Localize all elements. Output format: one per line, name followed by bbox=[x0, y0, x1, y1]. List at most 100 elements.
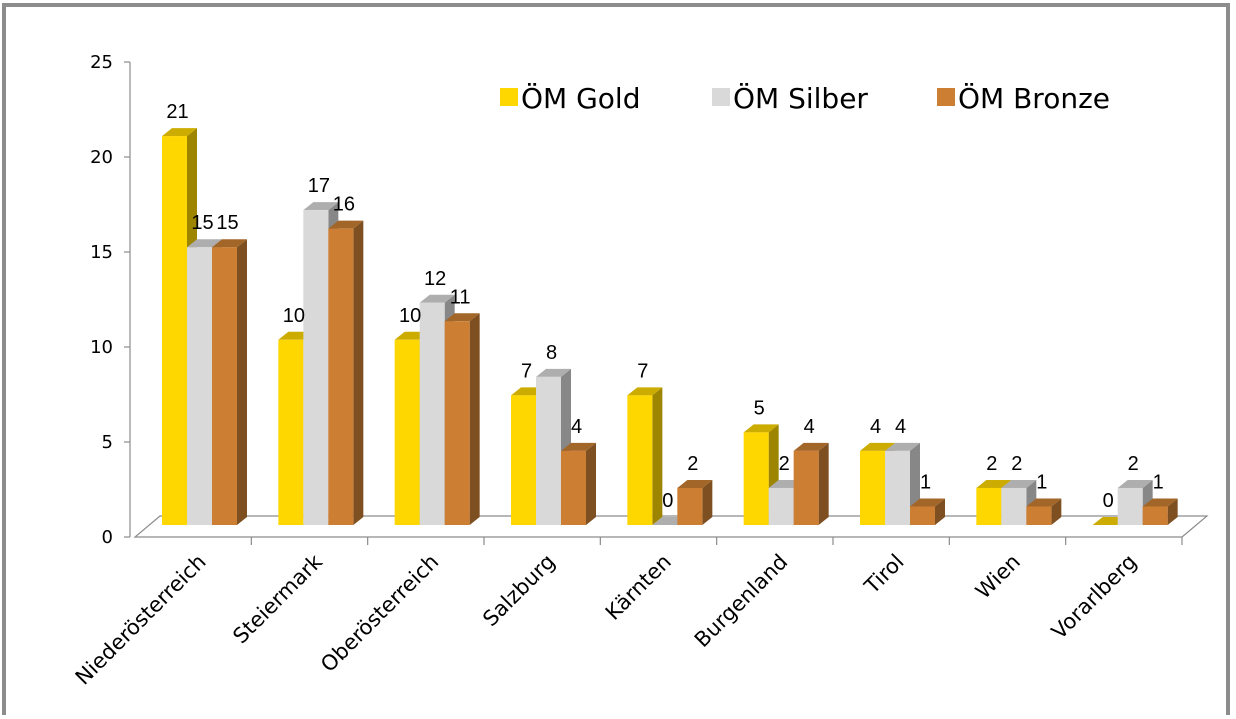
bar-front bbox=[419, 302, 445, 525]
bar-top bbox=[743, 424, 779, 433]
legend-label: ÖM Gold bbox=[521, 81, 640, 115]
bar bbox=[1026, 498, 1062, 525]
legend: ÖM Gold ÖM Silber ÖM Bronze bbox=[500, 81, 1110, 115]
data-label: 0 bbox=[1103, 490, 1114, 512]
bar-top bbox=[976, 479, 1012, 488]
data-label: 4 bbox=[895, 416, 906, 438]
y-tick-label: 0 bbox=[102, 527, 113, 548]
bar-top bbox=[444, 313, 480, 322]
data-label: 4 bbox=[571, 416, 582, 438]
bar-front bbox=[212, 247, 237, 525]
legend-label: ÖM Silber bbox=[733, 81, 868, 115]
bar-front bbox=[976, 487, 1002, 525]
bar-side bbox=[586, 442, 596, 525]
y-tick-label: 10 bbox=[90, 337, 113, 358]
legend-label: ÖM Bronze bbox=[958, 81, 1110, 115]
bar bbox=[677, 479, 713, 525]
bar-top bbox=[885, 442, 920, 451]
bar bbox=[328, 220, 364, 525]
bar bbox=[910, 498, 945, 525]
bar-front bbox=[162, 136, 187, 525]
legend-item: ÖM Bronze bbox=[937, 81, 1110, 115]
bar bbox=[793, 442, 829, 525]
data-label: 5 bbox=[754, 397, 765, 419]
bar bbox=[444, 313, 480, 525]
bar-top bbox=[561, 442, 596, 451]
bar-front bbox=[1001, 487, 1027, 525]
bar bbox=[561, 442, 596, 525]
bar-front bbox=[768, 487, 794, 525]
bar-top bbox=[162, 128, 197, 137]
bar-front bbox=[1026, 506, 1052, 525]
data-label: 2 bbox=[779, 453, 790, 475]
bar-side bbox=[1051, 498, 1062, 525]
bar-front bbox=[627, 395, 653, 525]
bar-front bbox=[278, 339, 304, 525]
bar-top bbox=[1117, 479, 1153, 488]
bar-front bbox=[303, 210, 329, 525]
bar-front bbox=[860, 450, 885, 525]
bar-front bbox=[511, 395, 536, 525]
data-label: 8 bbox=[546, 342, 557, 364]
bar-top bbox=[1026, 498, 1062, 507]
y-tick-label: 20 bbox=[90, 147, 113, 168]
bar-front bbox=[444, 321, 470, 525]
category-label: Burgenland bbox=[690, 550, 792, 652]
category-label: Salzburg bbox=[478, 550, 560, 632]
data-label: 1 bbox=[1153, 471, 1164, 493]
category-label: Kärnten bbox=[601, 550, 676, 625]
data-label: 12 bbox=[424, 268, 446, 290]
data-label: 2 bbox=[1128, 453, 1139, 475]
bar-top bbox=[303, 202, 339, 211]
bar-top bbox=[860, 442, 895, 451]
category-label: Niederösterreich bbox=[71, 550, 211, 690]
data-label: 17 bbox=[308, 175, 330, 197]
bar-front bbox=[793, 450, 819, 525]
bar-front bbox=[328, 228, 354, 525]
data-label: 2 bbox=[986, 453, 997, 475]
bar-top bbox=[910, 498, 945, 507]
bar-front bbox=[910, 506, 935, 525]
data-label: 0 bbox=[662, 490, 673, 512]
bar-front bbox=[561, 450, 586, 525]
data-label: 1 bbox=[1036, 471, 1047, 493]
bar-front bbox=[743, 432, 769, 525]
bar-front bbox=[1117, 487, 1143, 525]
bar-top bbox=[627, 387, 663, 396]
category-label: Tirol bbox=[859, 550, 908, 599]
bar-top bbox=[187, 239, 222, 248]
category-label: Oberösterreich bbox=[316, 550, 443, 677]
bar-side bbox=[702, 479, 713, 525]
legend-swatch bbox=[712, 88, 730, 106]
bar-top bbox=[536, 368, 571, 377]
legend-item: ÖM Silber bbox=[712, 81, 868, 115]
data-label: 10 bbox=[399, 305, 421, 327]
data-label: 1 bbox=[920, 471, 931, 493]
data-label: 11 bbox=[450, 286, 471, 308]
bar-top bbox=[1001, 479, 1037, 488]
bar-top bbox=[419, 294, 455, 303]
bars bbox=[162, 128, 1178, 525]
bar-front bbox=[187, 247, 212, 525]
data-label: 4 bbox=[870, 416, 881, 438]
bar-front bbox=[536, 376, 561, 525]
bar-side bbox=[237, 239, 247, 525]
bar-side bbox=[1167, 498, 1178, 525]
legend-swatch bbox=[500, 88, 518, 106]
data-label: 15 bbox=[216, 212, 238, 234]
bar-side bbox=[818, 442, 829, 525]
bar-top bbox=[677, 479, 713, 488]
y-tick-label: 5 bbox=[102, 432, 113, 453]
bar bbox=[1117, 479, 1153, 525]
bar-top bbox=[1142, 498, 1178, 507]
bar bbox=[627, 387, 663, 525]
bar-front bbox=[394, 339, 420, 525]
data-label: 4 bbox=[804, 416, 815, 438]
data-label: 7 bbox=[521, 360, 532, 382]
data-label: 15 bbox=[191, 212, 213, 234]
bar bbox=[1142, 498, 1178, 525]
bar-side bbox=[469, 313, 480, 525]
y-tick-label: 25 bbox=[90, 52, 113, 73]
